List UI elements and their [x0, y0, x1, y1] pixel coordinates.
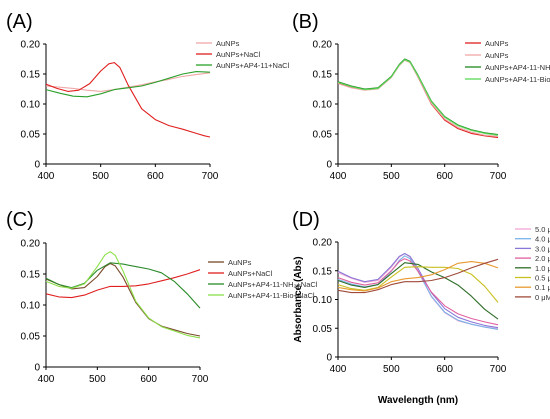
x-tick-label: 700	[202, 171, 219, 182]
series-line	[337, 261, 499, 292]
y-tick-label: 0.05	[313, 130, 333, 141]
y-axis-title: Absorbance (Abs)	[293, 256, 304, 342]
legend-label: AuNPs	[228, 258, 252, 267]
x-tick-label: 600	[436, 364, 453, 375]
x-axis-title: Wavelength (nm)	[378, 395, 458, 406]
x-tick-label: 700	[490, 364, 507, 375]
x-tick-label: 400	[38, 374, 55, 385]
series-line	[45, 72, 211, 92]
panel-label: (A)	[6, 11, 33, 33]
series-line	[337, 252, 499, 329]
x-tick-label: 600	[140, 374, 157, 385]
panel-3: (D) 0 0.05 0.10 0.15 0.20 400 500 600 700 Waveleng…	[292, 209, 550, 406]
series-line	[45, 262, 201, 309]
y-tick-label: 0	[34, 363, 40, 374]
legend-label: AuNPs+AP4-11+NaCl	[216, 61, 290, 70]
legend-label: AuNPs	[485, 39, 509, 48]
series-line	[45, 251, 201, 339]
y-tick-label: 0	[326, 160, 332, 171]
y-tick-label: 0.20	[313, 238, 333, 249]
legend-label: AuNPs+AP4-11-NH₂	[485, 63, 550, 72]
panel-0: (A) 0 0.05 0.10 0.15 0.20 400 500 600 700 AuNPs AuN…	[6, 11, 290, 182]
series-line	[45, 71, 211, 98]
series-line	[337, 258, 499, 326]
y-tick-label: 0.05	[21, 130, 41, 141]
series-line	[337, 59, 499, 139]
series-line	[45, 262, 201, 337]
y-tick-label: 0.15	[313, 266, 333, 277]
panel-label: (B)	[292, 11, 319, 33]
panel-label: (C)	[6, 209, 34, 231]
series-line	[337, 266, 499, 303]
x-tick-label: 500	[383, 171, 400, 182]
y-tick-label: 0.20	[21, 239, 41, 250]
legend-label: AuNPs+AP4-11-NH₂+NaCl	[228, 280, 318, 289]
x-tick-label: 500	[92, 171, 109, 182]
legend-label: AuNPs+AP4-11-Bio+NaCl	[228, 291, 315, 300]
series-line	[337, 258, 499, 294]
series-line	[337, 262, 499, 320]
legend-label: 0.5 μM	[535, 274, 550, 283]
y-tick-label: 0.10	[21, 301, 41, 312]
y-tick-label: 0.15	[21, 270, 41, 281]
x-tick-label: 400	[330, 364, 347, 375]
x-tick-label: 700	[490, 171, 507, 182]
panel-label: (D)	[292, 209, 320, 231]
panel-1: (B) 0 0.05 0.10 0.15 0.20 400 500 600 700 AuNPs AuN…	[292, 11, 550, 182]
x-tick-label: 600	[147, 171, 164, 182]
series-line	[337, 59, 499, 136]
legend-label: 5.0 μM	[535, 225, 550, 234]
legend-label: 2.0 μM	[535, 254, 550, 263]
y-tick-label: 0.05	[21, 332, 41, 343]
legend-label: AuNPs+NaCl	[228, 269, 273, 278]
y-tick-label: 0.20	[313, 40, 333, 51]
y-tick-label: 0.05	[313, 324, 333, 335]
y-tick-label: 0.15	[313, 70, 333, 81]
legend-label: 0.1 μM	[535, 283, 550, 292]
y-tick-label: 0.10	[313, 295, 333, 306]
legend-label: 4.0 μM	[535, 235, 550, 244]
legend-label: 3.0 μM	[535, 244, 550, 253]
x-tick-label: 600	[436, 171, 453, 182]
y-tick-label: 0.15	[21, 70, 41, 81]
series-line	[337, 59, 499, 137]
legend-label: 1.0 μM	[535, 264, 550, 273]
x-tick-label: 500	[89, 374, 106, 385]
legend-label: 0 μM	[535, 293, 550, 302]
x-tick-label: 700	[192, 374, 209, 385]
legend-label: AuNPs+NaCl	[216, 50, 261, 59]
series-line	[45, 62, 211, 138]
series-line	[337, 58, 499, 136]
legend-label: AuNPs	[216, 39, 240, 48]
x-tick-label: 500	[383, 364, 400, 375]
panel-2: (C) 0 0.05 0.10 0.15 0.20 400 500 600 700 AuNPs AuN…	[6, 209, 318, 385]
x-tick-label: 400	[330, 171, 347, 182]
legend-label: AuNPs	[485, 51, 509, 60]
legend-label: AuNPs+AP4-11-Bio	[485, 75, 550, 84]
y-tick-label: 0.10	[313, 100, 333, 111]
y-tick-label: 0	[34, 160, 40, 171]
y-tick-label: 0.20	[21, 40, 41, 51]
x-tick-label: 400	[38, 171, 55, 182]
y-tick-label: 0.10	[21, 100, 41, 111]
series-line	[45, 269, 201, 299]
y-tick-label: 0	[326, 353, 332, 364]
